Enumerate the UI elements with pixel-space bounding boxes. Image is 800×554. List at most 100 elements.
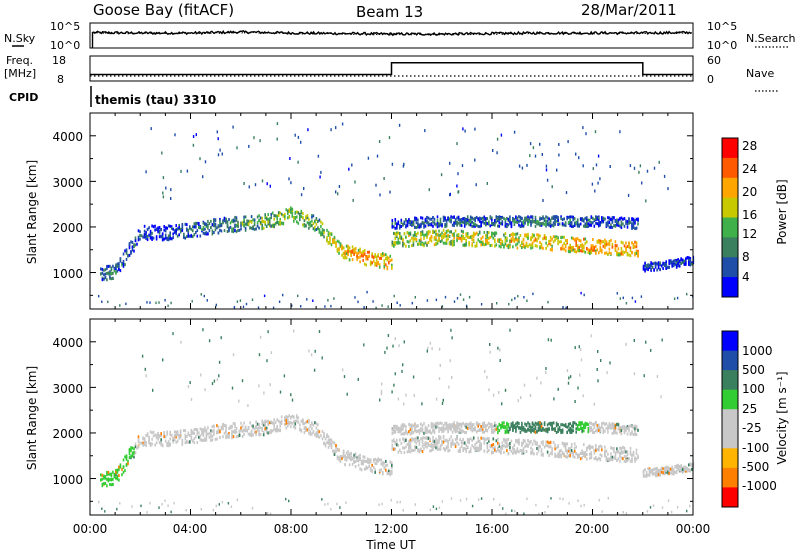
velocity-cell (442, 424, 445, 428)
colorbar-swatch (722, 331, 738, 352)
power-cell (166, 236, 168, 240)
power-cell (375, 183, 377, 187)
power-cell (510, 223, 513, 227)
power-cbar-tick-4: 4 (742, 270, 750, 284)
velocity-cell (163, 435, 165, 439)
power-cell (170, 301, 172, 305)
velocity-cell (273, 422, 275, 426)
velocity-cell (609, 361, 611, 365)
power-cell (491, 243, 493, 247)
velocity-cell (459, 499, 462, 502)
velocity-cell (558, 453, 561, 456)
power-cell (160, 228, 162, 231)
power-cell (575, 237, 577, 241)
velocity-cell (226, 435, 229, 439)
power-cell (519, 219, 522, 223)
velocity-cell (501, 402, 503, 406)
power-cell (341, 122, 344, 126)
velocity-cell (656, 471, 658, 475)
power-cell (402, 244, 404, 248)
velocity-cell (141, 354, 144, 358)
velocity-cell (160, 443, 162, 447)
velocity-cell (130, 446, 132, 450)
velocity-cell (629, 446, 632, 450)
power-cell (380, 253, 382, 257)
velocity-cell (622, 457, 624, 461)
power-cell (351, 163, 353, 167)
velocity-cell (617, 423, 620, 427)
power-cell (357, 256, 360, 260)
velocity-cell (300, 419, 303, 423)
power-cell (459, 223, 461, 227)
velocity-cell (598, 447, 600, 451)
velocity-cell (382, 463, 384, 467)
power-cell (439, 240, 442, 244)
power-data-layer (98, 122, 695, 310)
velocity-cell (297, 416, 300, 420)
velocity-cell (518, 426, 520, 430)
velocity-cell (691, 467, 693, 471)
power-cell (296, 210, 298, 214)
power-cell (475, 215, 478, 219)
velocity-cell (103, 482, 105, 486)
velocity-cell (469, 421, 472, 425)
power-cell (631, 222, 633, 226)
velocity-cell (303, 427, 306, 431)
velocity-cell (403, 446, 406, 450)
velocity-cell (466, 423, 469, 427)
velocity-cell (593, 457, 596, 461)
power-cell (673, 297, 676, 300)
velocity-cell (346, 392, 348, 396)
velocity-cell (134, 442, 137, 446)
velocity-cell (554, 447, 556, 451)
power-cell (593, 248, 596, 252)
power-cell (599, 223, 602, 227)
velocity-cell (378, 458, 381, 462)
power-cell (549, 235, 552, 239)
velocity-cell (509, 444, 511, 448)
power-cell (450, 242, 452, 246)
power-cell (354, 296, 356, 299)
velocity-cell (546, 440, 549, 444)
power-cell (261, 223, 263, 227)
power-cell (632, 243, 635, 246)
velocity-cell (543, 421, 546, 425)
power-cell (161, 238, 164, 242)
velocity-cell (586, 422, 588, 426)
power-cell (438, 236, 440, 240)
velocity-cell (211, 438, 214, 442)
power-cell (622, 250, 624, 254)
power-cell (388, 136, 391, 140)
power-cell (614, 224, 617, 228)
colorbar-swatch (722, 409, 738, 430)
velocity-cell (148, 437, 150, 441)
power-cell (444, 217, 446, 220)
power-cell (610, 225, 612, 229)
power-cell (264, 216, 266, 220)
power-cell (456, 142, 458, 146)
power-cell (595, 215, 597, 219)
velocity-cell (399, 430, 401, 433)
power-cell (616, 220, 618, 224)
velocity-cell (628, 457, 630, 461)
velocity-cell (626, 425, 629, 429)
velocity-cell (456, 436, 458, 439)
power-cell (329, 241, 331, 245)
velocity-cell (400, 432, 403, 436)
velocity-cell (158, 506, 160, 509)
velocity-cell (462, 429, 464, 433)
velocity-cell (303, 422, 306, 426)
velocity-cell (435, 441, 437, 445)
power-cell (573, 249, 576, 253)
power-cell (332, 238, 334, 242)
power-cell (547, 300, 549, 304)
power-cell (456, 235, 458, 239)
power-cell (628, 253, 630, 257)
power-cell (665, 267, 667, 270)
velocity-cell (377, 459, 379, 463)
velocity-cell (208, 435, 211, 439)
power-cell (383, 264, 386, 268)
power-cell (133, 243, 135, 247)
power-cell (625, 249, 627, 253)
power-cell (399, 232, 401, 236)
